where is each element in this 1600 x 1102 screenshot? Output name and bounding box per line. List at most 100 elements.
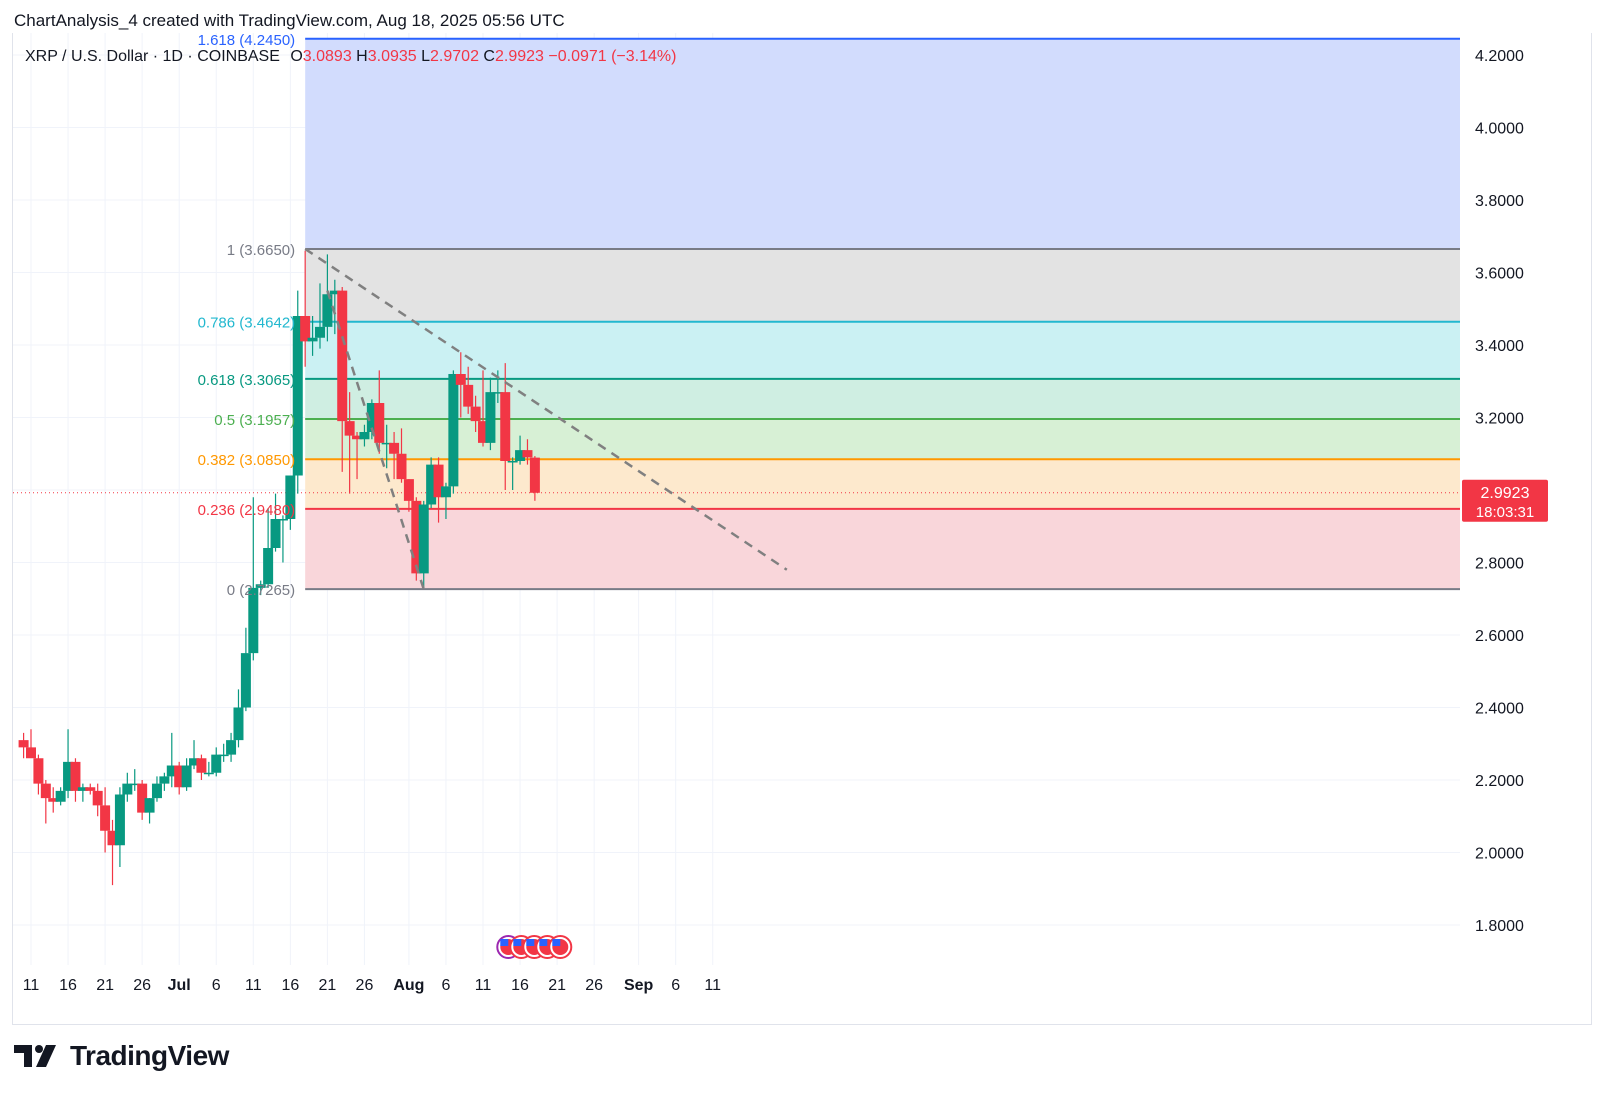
tradingview-logo[interactable]: TradingView [14, 1040, 229, 1072]
candle-body [352, 435, 363, 440]
candle[interactable] [77, 783, 88, 802]
candle[interactable] [240, 627, 251, 712]
candle[interactable] [40, 780, 51, 824]
candle[interactable] [48, 787, 59, 813]
candle[interactable] [122, 772, 133, 802]
candle-body [359, 432, 370, 440]
time-axis-label: Jul [168, 977, 191, 994]
candle[interactable] [92, 783, 103, 817]
candle-body [322, 294, 333, 327]
candle[interactable] [255, 580, 266, 596]
candle[interactable] [233, 689, 244, 748]
candle[interactable] [300, 250, 311, 367]
candle[interactable] [381, 424, 392, 469]
candle[interactable] [26, 729, 36, 759]
candle[interactable] [226, 732, 237, 762]
candle[interactable] [33, 754, 44, 795]
candle[interactable] [181, 758, 192, 791]
candle[interactable] [515, 435, 526, 465]
candle[interactable] [478, 370, 489, 447]
candle[interactable] [189, 740, 200, 770]
candle[interactable] [352, 432, 363, 480]
candle-body [529, 457, 540, 493]
candle[interactable] [159, 772, 170, 791]
fib-zone-1 [305, 248, 1460, 322]
candle-body [85, 787, 96, 791]
time-axis-label: 26 [585, 977, 603, 994]
candle[interactable] [366, 399, 377, 440]
candle[interactable] [100, 787, 111, 853]
candle[interactable] [277, 515, 288, 563]
tradingview-logo-icon [14, 1045, 56, 1067]
candle[interactable] [85, 783, 96, 795]
candle[interactable] [211, 747, 222, 777]
time-axis-label: Sep [624, 977, 654, 994]
candle[interactable] [129, 769, 140, 791]
candle-body [181, 765, 192, 788]
candle[interactable] [18, 732, 29, 759]
candle[interactable] [433, 457, 444, 523]
candle-body [144, 798, 155, 813]
candle[interactable] [203, 761, 214, 777]
candle[interactable] [285, 475, 296, 530]
candle-body [33, 758, 44, 784]
candle[interactable] [292, 290, 303, 494]
candle[interactable] [426, 457, 437, 509]
candle[interactable] [196, 754, 207, 780]
candle[interactable] [485, 377, 496, 451]
candle[interactable] [455, 352, 466, 418]
candle[interactable] [307, 316, 318, 356]
candle[interactable] [137, 780, 148, 820]
candle[interactable] [448, 370, 459, 494]
candle[interactable] [418, 500, 429, 588]
time-axis-label: 11 [475, 977, 492, 994]
candle[interactable] [374, 370, 385, 454]
candle[interactable] [151, 776, 162, 802]
candle-body [337, 290, 348, 422]
candle[interactable] [70, 758, 81, 802]
candle-body [114, 794, 125, 846]
candle[interactable] [470, 395, 481, 432]
candle[interactable] [440, 482, 451, 519]
candle[interactable] [463, 366, 474, 414]
candle[interactable] [107, 819, 118, 886]
candle[interactable] [500, 363, 511, 490]
candle[interactable] [248, 497, 259, 661]
candle[interactable] [344, 392, 355, 494]
candle[interactable] [522, 439, 533, 465]
candle-body [263, 548, 274, 585]
candle[interactable] [396, 428, 407, 483]
candle[interactable] [218, 743, 229, 762]
time-axis-label: 11 [245, 977, 262, 994]
candle[interactable] [507, 457, 518, 490]
trendline-2[interactable] [326, 290, 425, 590]
candle-body [92, 790, 103, 806]
candle[interactable] [174, 761, 185, 795]
candle[interactable] [263, 508, 274, 588]
price-axis-label: 3.8000 [1475, 193, 1524, 210]
candle[interactable] [359, 424, 370, 447]
candle[interactable] [166, 732, 177, 788]
candle-body [248, 587, 259, 654]
candle[interactable] [337, 287, 348, 472]
us-flag-event-icon[interactable] [548, 935, 573, 959]
candle-body [55, 790, 66, 802]
candle[interactable] [389, 432, 400, 480]
candle-body [396, 453, 407, 480]
candle-body [203, 772, 214, 775]
candle[interactable] [314, 283, 325, 349]
candle[interactable] [270, 493, 281, 552]
candle[interactable] [63, 729, 74, 799]
candle[interactable] [529, 456, 540, 501]
trendline-1[interactable] [304, 247, 788, 571]
candle[interactable] [114, 787, 125, 867]
candle[interactable] [144, 798, 155, 824]
candle[interactable] [403, 479, 414, 512]
fib-label-0.618: 0.618 (3.3065) [198, 372, 296, 389]
fib-lines [13, 37, 1460, 591]
candle[interactable] [329, 279, 340, 335]
candle[interactable] [322, 254, 333, 342]
candle[interactable] [55, 787, 66, 806]
high-label: H [356, 48, 368, 65]
